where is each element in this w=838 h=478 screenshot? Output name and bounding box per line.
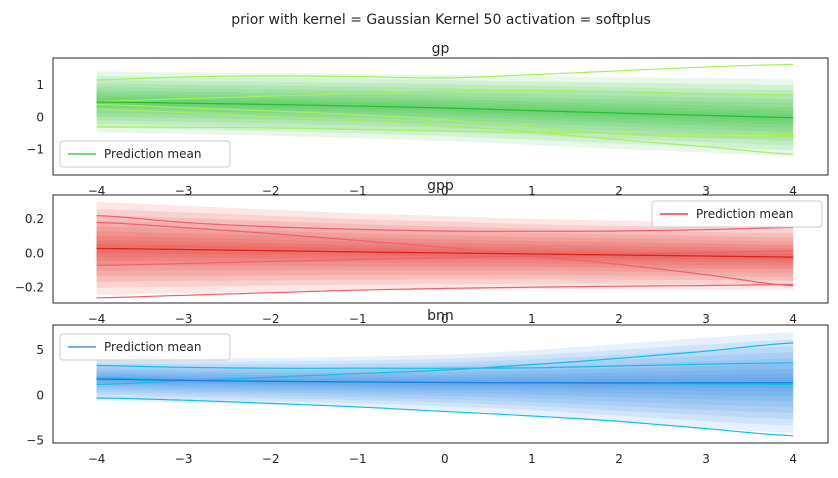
sample-line-2 xyxy=(96,89,794,102)
y-tick-label: 0 xyxy=(36,388,44,402)
uncertainty-band-6 xyxy=(96,231,794,270)
x-tick-label: 0 xyxy=(441,452,449,466)
sample-line-3 xyxy=(96,397,794,437)
x-tick-label: 3 xyxy=(702,452,710,466)
panel-title: bnn xyxy=(427,308,454,324)
x-tick-label: 4 xyxy=(789,452,797,466)
uncertainty-band-8 xyxy=(96,240,794,263)
uncertainty-band-4 xyxy=(96,220,794,277)
prediction-mean-line xyxy=(96,101,794,119)
uncertainty-band-5 xyxy=(96,87,794,137)
sample-line-2 xyxy=(96,221,794,287)
x-tick-label: −4 xyxy=(88,312,106,326)
uncertainty-band-8 xyxy=(96,96,794,125)
uncertainty-band-3 xyxy=(96,215,794,282)
x-tick-label: 1 xyxy=(528,184,536,198)
x-tick-label: −1 xyxy=(349,452,367,466)
x-tick-label: 3 xyxy=(702,312,710,326)
y-tick-label: −5 xyxy=(26,433,44,447)
uncertainty-band-4 xyxy=(96,83,794,141)
y-tick-label: 0.0 xyxy=(25,246,44,260)
sample-line-3 xyxy=(96,108,794,155)
prediction-mean-line xyxy=(96,247,794,258)
x-tick-label: 1 xyxy=(528,452,536,466)
sample-line-3 xyxy=(96,250,794,266)
x-tick-label: 1 xyxy=(528,312,536,326)
legend-box xyxy=(59,333,231,361)
legend-label: Prediction mean xyxy=(696,207,793,221)
x-tick-label: −4 xyxy=(88,452,106,466)
uncertainty-band-7 xyxy=(96,93,794,128)
axes-frame xyxy=(52,194,829,304)
legend-box xyxy=(651,200,823,228)
y-tick-label: 5 xyxy=(36,343,44,357)
x-tick-label: −3 xyxy=(175,184,193,198)
x-tick-label: 0 xyxy=(441,312,449,326)
axes-frame xyxy=(52,324,829,444)
sample-line-2 xyxy=(96,342,794,386)
panel-gpp: gpp −4 −3 −2 −1 0 1 2 3 4 0.2 0.0 −0.2 Prediction mea… xyxy=(15,178,829,326)
sample-line-1 xyxy=(96,215,794,232)
y-tick-label: 0 xyxy=(36,110,44,124)
x-tick-label: 4 xyxy=(789,184,797,198)
legend-box xyxy=(59,140,231,168)
plot-area xyxy=(96,332,794,437)
y-tick-label: −1 xyxy=(26,142,44,156)
panel-title: gpp xyxy=(427,178,454,194)
legend: Prediction mean xyxy=(59,333,231,361)
x-tick-label: −3 xyxy=(175,452,193,466)
sample-line-1 xyxy=(96,63,794,81)
x-tick-label: 3 xyxy=(702,184,710,198)
panel-title: gp xyxy=(432,41,450,57)
figure-suptitle: prior with kernel = Gaussian Kernel 50 a… xyxy=(231,12,651,28)
uncertainty-band-9 xyxy=(96,243,794,261)
uncertainty-band-2 xyxy=(96,209,794,288)
sample-line-5 xyxy=(96,103,794,138)
axes-frame xyxy=(52,57,829,176)
x-tick-label: −1 xyxy=(349,312,367,326)
sample-line-1 xyxy=(96,362,794,369)
x-tick-label: −2 xyxy=(262,312,280,326)
y-tick-label: 1 xyxy=(36,78,44,92)
x-tick-label: −2 xyxy=(262,452,280,466)
x-tick-label: −1 xyxy=(349,184,367,198)
uncertainty-band-1 xyxy=(96,71,794,157)
legend-label: Prediction mean xyxy=(104,147,201,161)
x-tick-label: 2 xyxy=(615,184,623,198)
sample-line-4 xyxy=(96,283,794,299)
x-tick-label: 4 xyxy=(789,312,797,326)
x-tick-label: −2 xyxy=(262,184,280,198)
legend-label: Prediction mean xyxy=(104,340,201,354)
panel-gp: gp −4 −3 −2 −1 0 1 2 3 4 1 0 −1 Prediction mean xyxy=(26,41,829,198)
y-tick-label: 0.2 xyxy=(25,212,44,226)
legend: Prediction mean xyxy=(651,200,823,228)
uncertainty-band-1 xyxy=(96,202,794,295)
uncertainty-band-7 xyxy=(96,236,794,266)
plot-area xyxy=(96,63,794,157)
legend: Prediction mean xyxy=(59,140,231,168)
sample-line-4 xyxy=(96,126,794,136)
x-tick-label: 2 xyxy=(615,312,623,326)
prediction-mean-line xyxy=(96,378,794,384)
uncertainty-band-2 xyxy=(96,76,794,151)
y-tick-label: −0.2 xyxy=(15,281,44,295)
x-tick-label: −4 xyxy=(88,184,106,198)
uncertainty-band-6 xyxy=(96,90,794,132)
x-tick-label: 0 xyxy=(441,184,449,198)
plot-area xyxy=(96,202,794,299)
panel-bnn: bnn −4 −3 −2 −1 0 1 2 3 4 5 0 −5 Prediction mean xyxy=(26,308,829,466)
x-tick-label: 2 xyxy=(615,452,623,466)
x-tick-label: −3 xyxy=(175,312,193,326)
